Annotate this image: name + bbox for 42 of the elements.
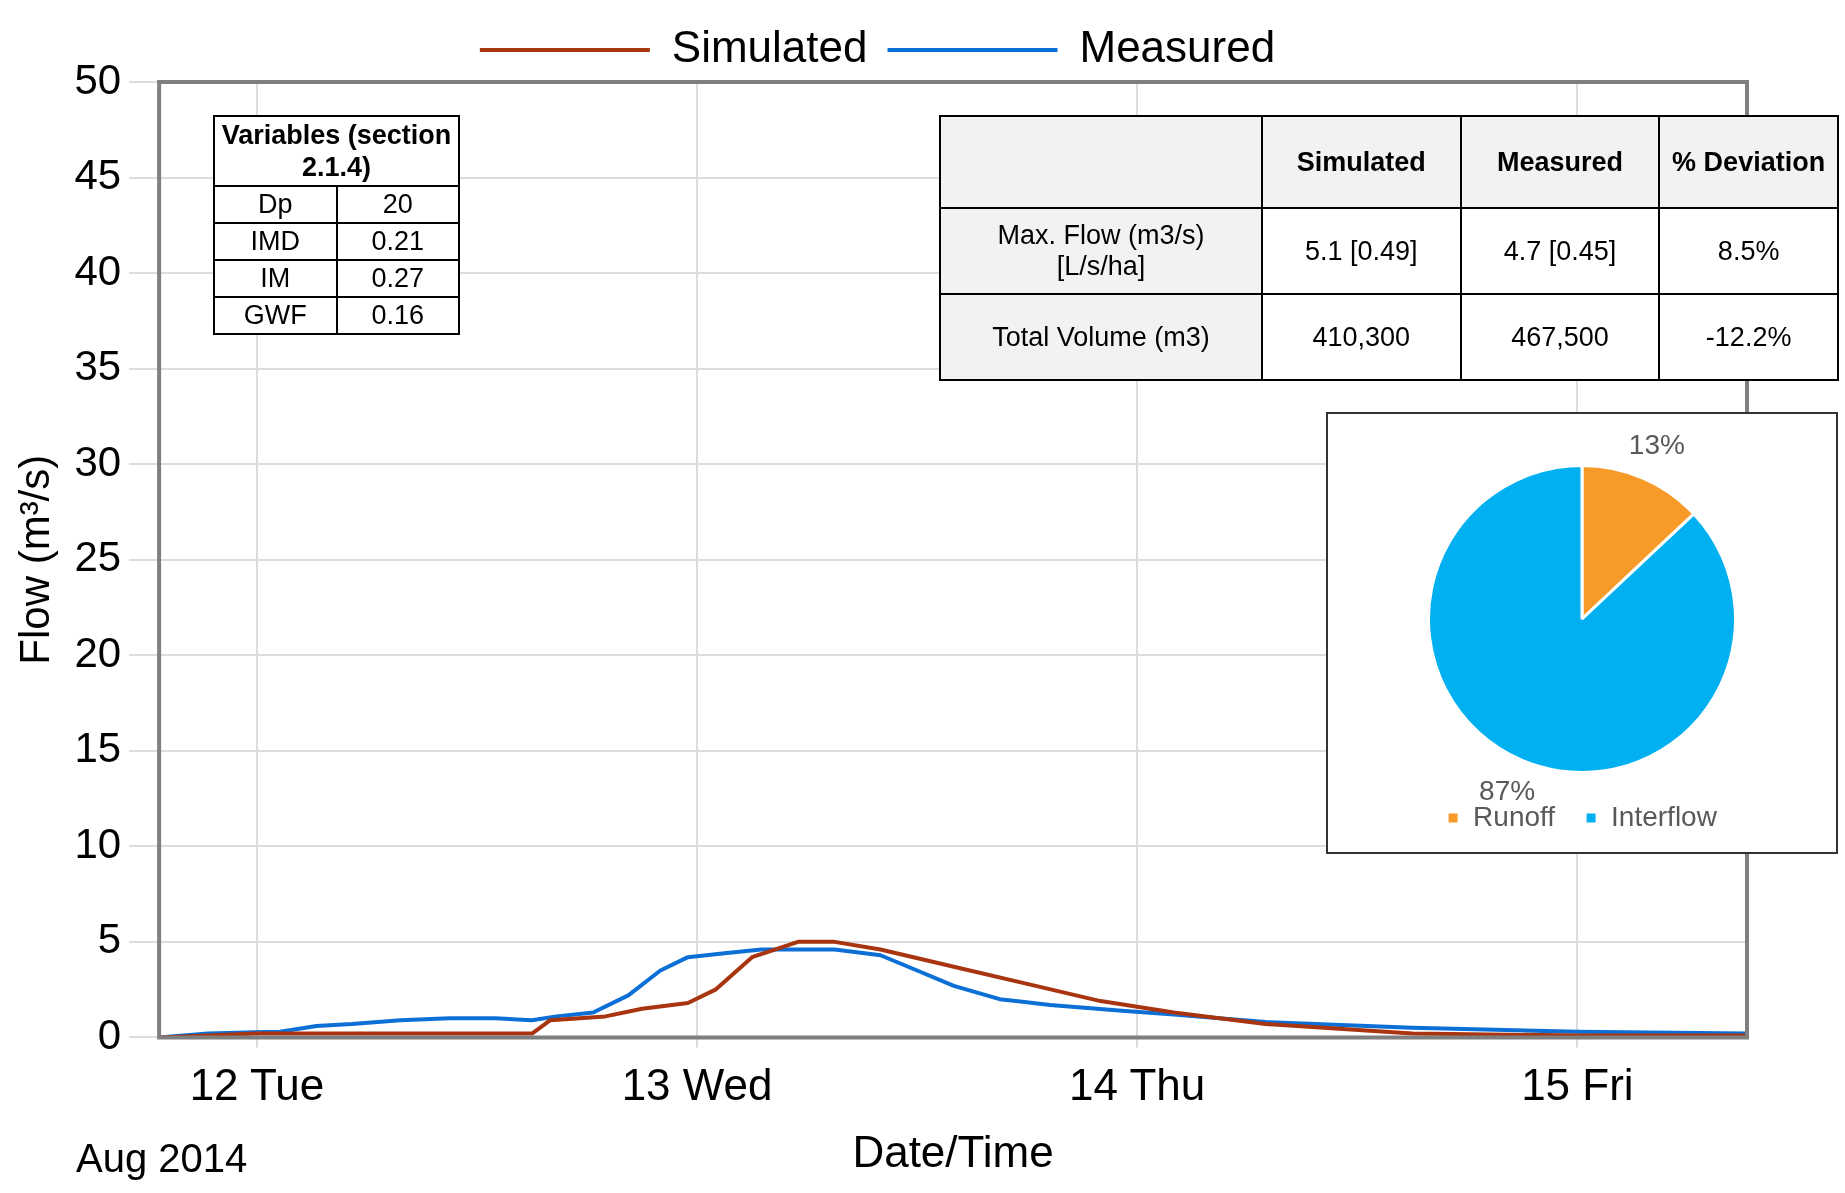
y-tick-label: 40 [74,246,122,294]
y-tick-label: 15 [74,724,122,772]
y-tick-label: 25 [74,533,122,581]
category-label: Simulated [1262,116,1461,208]
x-tick-label: 15 Fri [1521,1059,1634,1109]
x-tick-label: 13 Wed [621,1059,773,1109]
text: 0.27 [371,263,425,293]
legend-label: Measured [1079,22,1276,72]
y-axis-title: Flow (m³/s) [10,454,58,665]
y-tick-label: 30 [74,437,122,485]
text: 8.5% [1717,235,1780,266]
y-tick-label: 45 [74,151,122,199]
category-label: Measured [1460,116,1660,208]
text: Variables (section 2.1.4) [214,116,459,186]
text: -12.2% [1705,321,1792,352]
category-label: IMD [250,226,300,256]
y-tick-label: 20 [74,628,122,676]
y-tick-label: 35 [74,342,122,390]
x-tick-label: 14 Thu [1069,1059,1206,1109]
text: 467,500 [1511,321,1609,352]
category-label: Dp [257,189,293,219]
category-label: Total Volume (m3) [992,321,1210,352]
y-tick-label: 10 [74,819,122,867]
category-label: GWF [243,300,307,330]
y-tick-label: 0 [97,1010,122,1058]
y-tick-label: 5 [97,915,122,963]
category-label: % Deviation [1659,116,1838,208]
x-tick-label: 12 Tue [189,1059,325,1109]
text: 20 [382,189,413,219]
text: 410,300 [1312,321,1411,352]
legend-label: Simulated [671,22,868,72]
text: 0.21 [371,226,425,256]
text: 0.16 [371,300,425,330]
text: 4.7 [0.45] [1503,235,1617,266]
legend-label: Interflow [1611,800,1718,832]
data-label: 13% [1628,428,1685,460]
text: 5.1 [0.49] [1305,235,1418,266]
category-label: IM [260,263,291,293]
x-axis-title: Date/Time [852,1126,1054,1176]
category-label: Max. Flow (m3/s) [L/s/ha] [997,220,1205,281]
y-tick-label: 50 [74,55,122,103]
text: Aug 2014 [76,1136,248,1181]
